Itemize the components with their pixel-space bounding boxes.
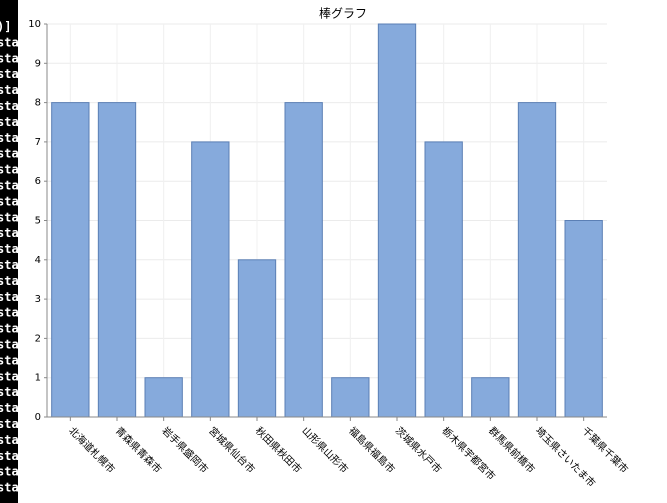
y-tick-label: 5	[35, 216, 41, 227]
x-tick-label: 群馬県前橋市	[486, 424, 538, 476]
x-tick-label: 千葉県千葉市	[579, 424, 631, 476]
terminal-line: sta	[0, 131, 19, 145]
y-tick-label: 1	[35, 373, 41, 384]
terminal-line: sta	[0, 274, 19, 288]
x-tick-label: 茨城県水戸市	[393, 424, 445, 476]
x-tick-label: 宮城県仙台市	[206, 424, 258, 476]
terminal-line: sta	[0, 258, 19, 272]
terminal-line: sta	[0, 83, 19, 97]
terminal-line: sta	[0, 163, 19, 177]
terminal-line: sta	[0, 401, 19, 415]
terminal-line: sta	[0, 179, 19, 193]
bar	[564, 220, 603, 418]
x-tick-label: 岩手県盛岡市	[159, 424, 211, 476]
y-tick-label: 2	[35, 333, 41, 344]
bar	[377, 23, 417, 418]
terminal-line: sta	[0, 67, 19, 81]
x-tick-label: 青森県青森市	[113, 424, 165, 476]
x-tick-label: 北海道札幌市	[66, 424, 118, 476]
terminal-line: sta	[0, 433, 19, 447]
terminal-line: )]	[0, 20, 11, 34]
bar	[191, 141, 230, 418]
x-tick-label: 福島県福島市	[346, 424, 398, 476]
terminal-line: sta	[0, 115, 19, 129]
y-tick-label: 8	[35, 98, 41, 109]
terminal-line: sta	[0, 306, 19, 320]
bar	[97, 102, 137, 418]
terminal-line: sta	[0, 226, 19, 240]
terminal-line: sta	[0, 385, 19, 399]
terminal-line: sta	[0, 242, 19, 256]
x-tick-label: 山形県山形市	[299, 424, 351, 476]
terminal-line: sta	[0, 369, 19, 383]
bar	[331, 377, 370, 418]
terminal-line: sta	[0, 194, 19, 208]
terminal-line: sta	[0, 417, 19, 431]
y-tick-label: 6	[35, 176, 41, 187]
y-tick-label: 9	[35, 58, 41, 69]
terminal-background	[0, 0, 18, 503]
terminal-line: sta	[0, 99, 19, 113]
terminal-line: sta	[0, 210, 19, 224]
terminal-line: sta	[0, 35, 19, 49]
terminal-line: sta	[0, 449, 19, 463]
bar	[517, 102, 557, 418]
bar	[144, 377, 183, 418]
terminal-line: sta	[0, 353, 19, 367]
bar	[284, 102, 323, 418]
bar	[471, 377, 510, 418]
terminal-line: sta	[0, 481, 19, 495]
terminal-line: sta	[0, 465, 19, 479]
terminal-line: sta	[0, 290, 19, 304]
x-tick-label: 秋田県秋田市	[253, 424, 305, 476]
terminal-line: sta	[0, 338, 19, 352]
bar	[51, 102, 90, 418]
y-tick-label: 10	[28, 19, 41, 30]
terminal-line: sta	[0, 322, 19, 336]
terminal-line: sta	[0, 147, 19, 161]
y-tick-label: 4	[35, 255, 41, 266]
bar	[424, 141, 463, 418]
y-tick-label: 3	[35, 294, 41, 305]
bar	[237, 259, 277, 418]
terminal: )]stastastastastastastastastastastastast…	[0, 20, 19, 495]
y-tick-label: 7	[35, 137, 41, 148]
terminal-line: sta	[0, 51, 19, 65]
chart-title: 棒グラフ	[319, 7, 367, 21]
y-tick-label: 0	[35, 412, 41, 423]
